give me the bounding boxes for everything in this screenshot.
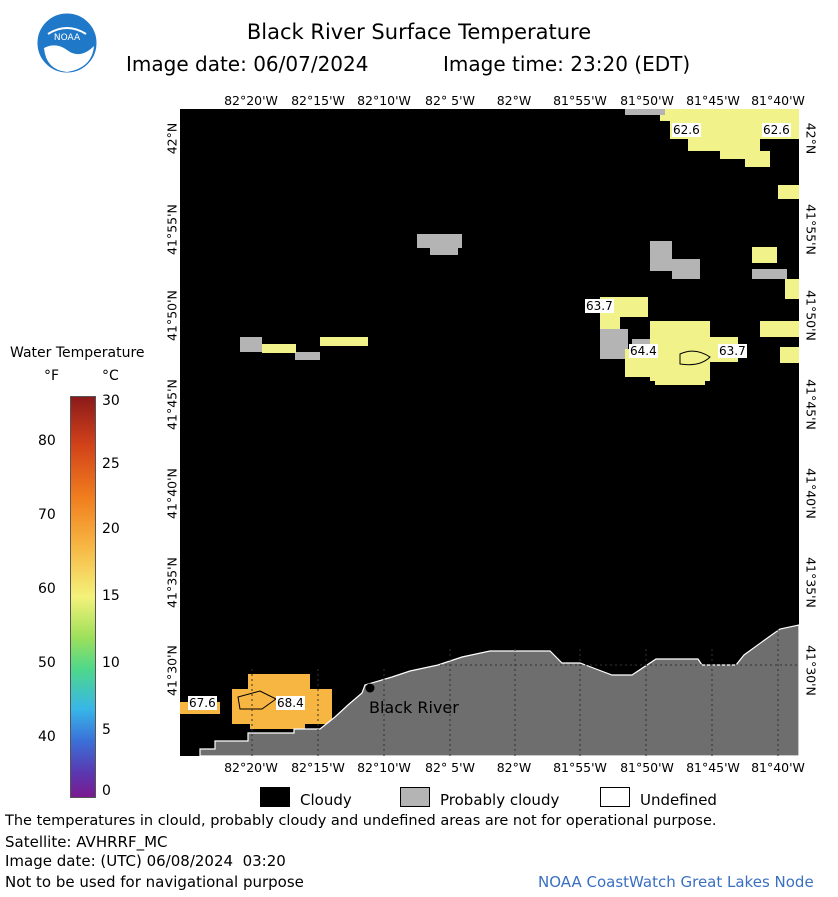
c-tick: 30 <box>102 393 120 409</box>
lat-tick-right: 41°50'N <box>803 290 819 341</box>
lat-tick-right: 41°35'N <box>803 557 819 608</box>
lon-tick-top: 82° 5'W <box>425 93 475 108</box>
credit-text: NOAA CoastWatch Great Lakes Node <box>538 873 814 891</box>
f-tick: 50 <box>38 655 56 671</box>
colorbar-title: Water Temperature <box>10 345 145 361</box>
disclaimer-text: The temperatures in clould, probably clo… <box>5 813 717 829</box>
west-warm-strip <box>262 337 368 353</box>
temp-label: 62.6 <box>672 123 701 137</box>
f-tick: 80 <box>38 433 56 449</box>
lon-tick-bottom: 81°55'W <box>553 760 607 775</box>
unit-fahrenheit: °F <box>44 368 60 384</box>
c-tick: 20 <box>102 521 120 537</box>
lat-tick-right: 42°N <box>803 122 819 155</box>
lon-tick-bottom: 82°10'W <box>357 760 411 775</box>
lat-tick-right: 41°45'N <box>803 379 819 430</box>
map-title: Black River Surface Temperature <box>246 20 592 44</box>
lat-tick-left: 41°50'N <box>164 290 180 341</box>
lon-tick-top: 82°W <box>496 93 532 108</box>
lon-tick-top: 82°20'W <box>224 93 278 108</box>
c-tick: 15 <box>102 588 120 604</box>
utc-date-text: Image date: (UTC) 06/08/2024 03:20 <box>5 852 286 870</box>
c-tick: 25 <box>102 456 120 472</box>
land-area <box>199 624 800 757</box>
noaa-logo: NOAA <box>36 12 98 74</box>
navigation-warning: Not to be used for navigational purpose <box>5 873 304 891</box>
cloudy-area <box>180 109 799 756</box>
lat-tick-left: 41°35'N <box>164 557 180 608</box>
lat-tick-left: 42°N <box>164 122 180 155</box>
temp-label: 67.6 <box>188 696 217 710</box>
legend-swatch-undefined <box>600 787 630 807</box>
black-river-marker <box>365 683 375 693</box>
legend-label-cloudy: Cloudy <box>300 791 352 809</box>
temperature-map <box>180 109 800 757</box>
lon-tick-bottom: 82°20'W <box>224 760 278 775</box>
temp-label: 68.4 <box>276 696 305 710</box>
graticule <box>251 629 799 756</box>
temp-label: 63.7 <box>718 344 747 358</box>
lat-tick-left: 41°45'N <box>164 379 180 430</box>
lon-tick-top: 81°45'W <box>686 93 740 108</box>
lon-tick-top: 81°40'W <box>751 93 805 108</box>
legend-label-probably-cloudy: Probably cloudy <box>440 791 560 809</box>
lon-tick-bottom: 81°45'W <box>686 760 740 775</box>
satellite-text: Satellite: AVHRRF_MC <box>5 833 168 851</box>
lon-tick-top: 81°55'W <box>553 93 607 108</box>
temp-label: 64.4 <box>629 344 658 358</box>
lon-tick-bottom: 82°W <box>496 760 532 775</box>
lon-tick-top: 82°10'W <box>357 93 411 108</box>
unit-celsius: °C <box>102 368 119 384</box>
lat-tick-left: 41°55'N <box>164 204 180 255</box>
lon-tick-top: 82°15'W <box>291 93 345 108</box>
f-tick: 60 <box>38 581 56 597</box>
lat-tick-right: 41°30'N <box>803 645 819 696</box>
logo-text: NOAA <box>54 33 81 43</box>
temp-label: 62.6 <box>762 123 791 137</box>
place-label-black-river: Black River <box>369 698 459 717</box>
lon-tick-bottom: 82° 5'W <box>425 760 475 775</box>
probably-cloudy-patch <box>240 234 787 360</box>
lat-tick-right: 41°55'N <box>803 204 819 255</box>
colorbar <box>70 396 96 798</box>
temp-label: 63.7 <box>585 299 614 313</box>
lat-tick-left: 41°40'N <box>164 468 180 519</box>
lat-tick-left: 41°30'N <box>164 645 180 696</box>
legend-swatch-probably-cloudy <box>400 787 430 807</box>
c-tick: 0 <box>102 783 111 799</box>
lat-tick-right: 41°40'N <box>803 468 819 519</box>
f-tick: 40 <box>38 729 56 745</box>
legend-label-undefined: Undefined <box>640 791 717 809</box>
c-tick: 10 <box>102 655 120 671</box>
lon-tick-bottom: 81°40'W <box>751 760 805 775</box>
f-tick: 70 <box>38 507 56 523</box>
image-time: Image time: 23:20 (EDT) <box>443 52 691 76</box>
image-date: Image date: 06/07/2024 <box>126 52 369 76</box>
lon-tick-top: 81°50'W <box>620 93 674 108</box>
legend-swatch-cloudy <box>260 787 290 807</box>
lon-tick-bottom: 81°50'W <box>620 760 674 775</box>
lon-tick-bottom: 82°15'W <box>291 760 345 775</box>
c-tick: 5 <box>102 722 111 738</box>
